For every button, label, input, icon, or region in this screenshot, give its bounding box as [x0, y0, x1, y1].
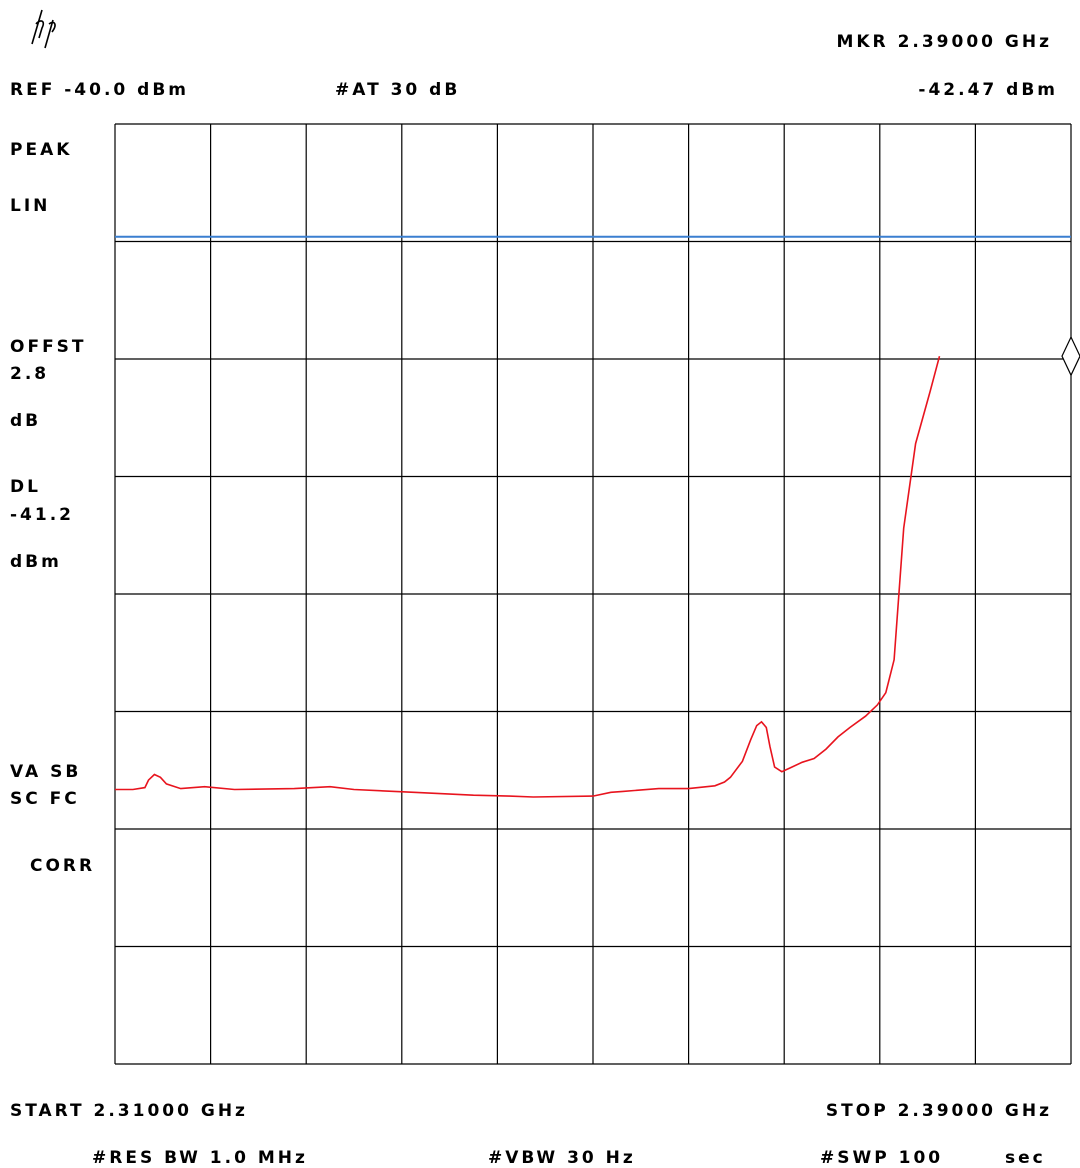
display-line-value: -41.2	[10, 505, 74, 525]
status-line-2: SC FC	[10, 789, 80, 809]
trace-line	[115, 355, 941, 798]
start-frequency: START 2.31000 GHz	[10, 1101, 248, 1121]
hp-logo: hp	[31, 9, 56, 49]
status-line-1: VA SB	[10, 762, 82, 782]
marker-frequency: MKR 2.39000 GHz	[836, 32, 1052, 52]
grid	[114, 123, 1072, 1065]
correction-indicator: CORR	[30, 856, 96, 876]
stop-frequency: STOP 2.39000 GHz	[825, 1101, 1052, 1121]
video-bandwidth: #VBW 30 Hz	[488, 1148, 636, 1168]
offset-value: 2.8	[10, 364, 50, 384]
offset-unit: dB	[10, 411, 42, 431]
sweep-time: #SWP 100	[820, 1148, 944, 1168]
reference-level: REF -40.0 dBm	[10, 80, 189, 100]
attenuation: #AT 30 dB	[335, 80, 461, 100]
sweep-unit: sec	[1005, 1148, 1046, 1168]
offset-label: OFFST	[10, 337, 87, 357]
marker-level: -42.47 dBm	[918, 80, 1058, 100]
display-line-label: DL	[10, 477, 41, 497]
detector-mode: PEAK	[10, 140, 73, 160]
resolution-bandwidth: #RES BW 1.0 MHz	[92, 1148, 308, 1168]
display-line-unit: dBm	[10, 552, 62, 572]
scale-mode: LIN	[10, 196, 51, 216]
marker-diamond	[1061, 335, 1080, 377]
